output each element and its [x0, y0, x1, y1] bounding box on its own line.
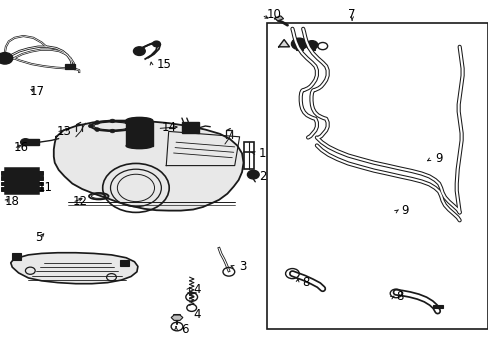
Bar: [5, 168, 39, 194]
Circle shape: [291, 38, 306, 50]
Bar: [12, 253, 21, 260]
Bar: [182, 122, 199, 133]
Bar: [38, 176, 43, 180]
Text: 13: 13: [56, 125, 71, 138]
Text: 18: 18: [5, 195, 20, 208]
Text: 12: 12: [72, 195, 87, 208]
Polygon shape: [11, 253, 138, 284]
Circle shape: [305, 41, 317, 49]
Text: 16: 16: [14, 141, 29, 154]
Text: 5: 5: [35, 231, 42, 244]
Circle shape: [133, 47, 145, 55]
Bar: [38, 187, 43, 191]
Circle shape: [20, 139, 30, 146]
Circle shape: [125, 128, 130, 131]
Bar: [120, 260, 128, 266]
Text: 3: 3: [239, 260, 246, 273]
Circle shape: [152, 41, 160, 47]
Bar: [1, 182, 6, 185]
Text: 4: 4: [193, 309, 200, 321]
Text: 7: 7: [347, 8, 355, 21]
Text: 11: 11: [38, 181, 53, 194]
Text: 8: 8: [395, 291, 403, 303]
Bar: [244, 142, 254, 169]
Bar: [38, 182, 43, 185]
Bar: [25, 139, 39, 145]
Bar: [432, 305, 442, 308]
Bar: [64, 64, 75, 69]
Text: 10: 10: [266, 8, 281, 21]
Circle shape: [95, 121, 100, 124]
Text: 6: 6: [181, 323, 188, 336]
Bar: [295, 44, 302, 50]
Bar: [1, 187, 6, 191]
Bar: [308, 45, 314, 50]
Circle shape: [131, 124, 136, 128]
Circle shape: [0, 53, 13, 64]
Circle shape: [187, 125, 197, 132]
Polygon shape: [171, 315, 183, 320]
Circle shape: [110, 119, 115, 123]
Bar: [1, 176, 6, 180]
Polygon shape: [274, 16, 283, 21]
Bar: [126, 121, 152, 146]
Ellipse shape: [126, 143, 152, 149]
Circle shape: [110, 129, 115, 133]
Circle shape: [88, 124, 93, 128]
Text: 9: 9: [434, 152, 442, 165]
Polygon shape: [278, 40, 289, 47]
Text: 9: 9: [400, 204, 407, 217]
Text: 4: 4: [193, 283, 200, 296]
Polygon shape: [54, 121, 243, 211]
Ellipse shape: [126, 117, 152, 124]
Text: 8: 8: [302, 276, 309, 289]
Circle shape: [95, 128, 100, 131]
Circle shape: [247, 170, 259, 179]
Text: 2: 2: [259, 170, 266, 183]
Text: 1: 1: [259, 147, 266, 159]
Bar: [38, 171, 43, 175]
Circle shape: [125, 121, 130, 124]
Text: 17: 17: [29, 85, 44, 98]
Bar: [7, 175, 32, 189]
Bar: [1, 171, 6, 175]
Bar: [5, 173, 34, 191]
Bar: [266, 23, 487, 329]
Text: 14: 14: [161, 121, 176, 134]
Text: 15: 15: [156, 58, 171, 71]
